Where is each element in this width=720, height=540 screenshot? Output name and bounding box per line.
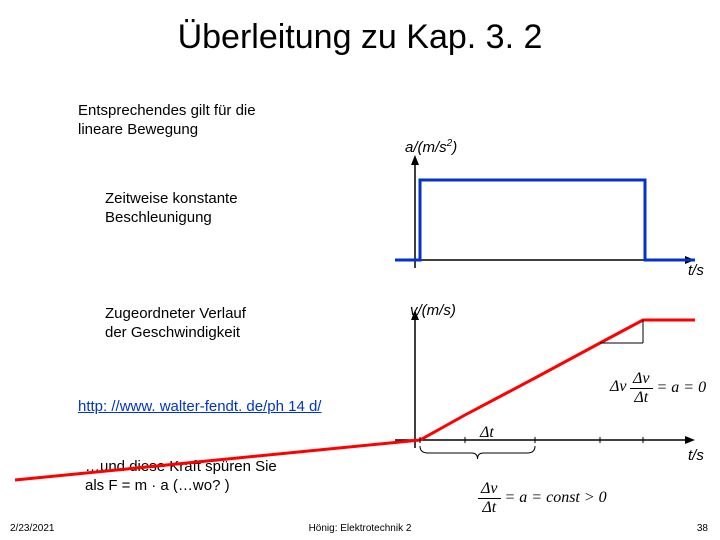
walter-fendt-link[interactable]: http: //www. walter-fendt. de/ph 14 d/: [78, 398, 321, 415]
caption-accel-l1: Zeitweise konstante: [105, 190, 238, 207]
caption-accel-l2: Beschleunigung: [105, 209, 212, 226]
caption-velocity: Zugeordneter Verlauf der Geschwindigkeit: [105, 305, 246, 343]
bottom-text: …und diese Kraft spüren Sie als F = m · …: [85, 458, 277, 496]
y1-axis-label: a/(m/s2): [405, 138, 457, 156]
footer-center: Hönig: Elektrotechnik 2: [0, 523, 720, 534]
caption-vel-l2: der Geschwindigkeit: [105, 324, 240, 341]
delta-v-label: Δv: [610, 378, 627, 396]
delta-t-label: Δt: [480, 424, 494, 442]
footer-page: 38: [697, 523, 708, 534]
caption-accel: Zeitweise konstante Beschleunigung: [105, 190, 238, 228]
page-title: Überleitung zu Kap. 3. 2: [0, 18, 720, 57]
intro-text: Entsprechendes gilt für die lineare Bewe…: [78, 102, 256, 140]
bottom-l1: …und diese Kraft spüren Sie: [85, 458, 277, 475]
accel-chart: [395, 155, 695, 275]
y2-axis-label: v/(m/s): [410, 302, 456, 319]
bottom-l2: als F = m · a (…wo? ): [85, 477, 230, 494]
formula-a-zero-2: ΔvΔt = a = 0: [630, 370, 706, 406]
intro-line1: Entsprechendes gilt für die: [78, 102, 256, 119]
intro-line2: lineare Bewegung: [78, 121, 198, 138]
caption-vel-l1: Zugeordneter Verlauf: [105, 305, 246, 322]
formula-a-const: ΔvΔt = a = const > 0: [478, 480, 607, 516]
x2-axis-label: t/s: [688, 447, 704, 464]
